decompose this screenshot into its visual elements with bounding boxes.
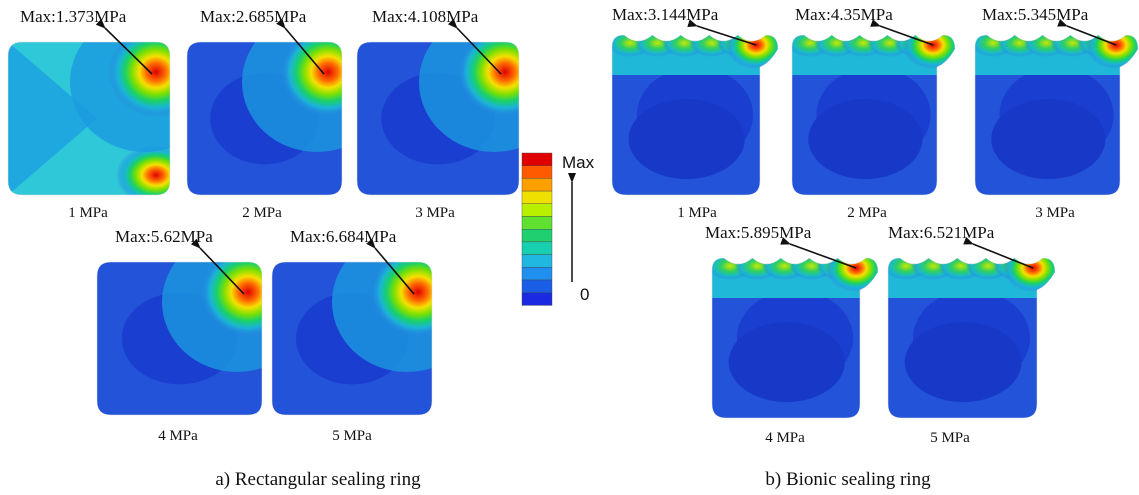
contour-plot [271, 261, 433, 416]
max-arrow [780, 237, 857, 269]
plot-outline [356, 41, 520, 196]
blue-zone [808, 99, 923, 179]
legend-zero: 0 [580, 285, 589, 304]
pressure-label: 3 MPa [415, 205, 455, 221]
colorbar-band [521, 228, 553, 243]
pressure-label: 4 MPa [765, 430, 805, 446]
max-arrow [190, 238, 245, 295]
hot-spot [108, 42, 170, 117]
max-arrow [870, 19, 934, 46]
colorbar-band [521, 216, 553, 230]
pressure-label: 2 MPa [242, 205, 282, 221]
blue-zone [904, 322, 1022, 402]
contour-fill [975, 35, 1138, 195]
hot-spot [457, 42, 519, 117]
max-arrow [276, 18, 325, 75]
max-label: Max:5.62MPa [115, 227, 213, 246]
plot-outline [186, 41, 343, 196]
contour-fill [272, 262, 432, 415]
contour-plot [711, 257, 879, 419]
colorbar-band [521, 241, 553, 255]
colorbar-band [521, 254, 553, 268]
pressure-label: 1 MPa [68, 205, 108, 221]
contour-fill [8, 42, 170, 195]
colorbar-band [521, 292, 553, 306]
blue-zone [991, 99, 1106, 179]
contour-plot [186, 41, 343, 196]
pressure-label: 5 MPa [930, 430, 970, 446]
max-label: Max:2.685MPa [200, 7, 307, 26]
legend-max: Max [562, 153, 595, 172]
plot-outline [7, 41, 171, 196]
colorbar-band [521, 152, 553, 166]
contour-plot [356, 41, 520, 196]
max-arrow [963, 236, 1034, 269]
max-label: Max:5.345MPa [982, 5, 1089, 24]
plot-outline [791, 34, 956, 196]
pressure-label: 4 MPa [158, 428, 198, 444]
max-label: Max:1.373MPa [20, 7, 127, 26]
plot-outline [974, 34, 1139, 196]
max-label: Max:6.684MPa [290, 227, 397, 246]
max-label: Max:6.521MPa [888, 223, 995, 242]
colorbar-band [521, 165, 553, 179]
max-label: Max:4.35MPa [795, 5, 893, 24]
contour-plot [887, 257, 1056, 419]
colorbar-band [521, 279, 553, 293]
blue-zone [728, 322, 845, 402]
hot-spot [116, 145, 170, 195]
contour-plot [611, 34, 779, 196]
contour-plot [974, 34, 1139, 196]
colorbar-band [521, 190, 553, 205]
contour-fill [612, 35, 778, 195]
plot-outline [711, 257, 879, 419]
contour-plot [96, 261, 263, 416]
plot-outline [611, 34, 779, 196]
pressure-label: 3 MPa [1035, 205, 1075, 221]
max-label: Max:4.108MPa [372, 7, 479, 26]
pressure-label: 5 MPa [332, 428, 372, 444]
max-arrow [366, 238, 415, 295]
contour-plot [791, 34, 956, 196]
contour-fill [187, 42, 342, 195]
caption: a) Rectangular sealing ring [215, 469, 421, 490]
max-arrow [447, 18, 502, 75]
hot-spot [200, 262, 262, 337]
color-legend: Max 0 [521, 152, 595, 306]
plot-outline [271, 261, 433, 416]
contour-plot [7, 41, 171, 196]
contour-fill [357, 42, 519, 195]
contour-fill [792, 35, 955, 195]
blue-zone [628, 99, 745, 179]
blue-band [8, 42, 98, 195]
contour-fill [712, 258, 878, 418]
max-label: Max:5.895MPa [705, 223, 812, 242]
contour-fill [97, 262, 262, 415]
hot-spot [370, 262, 432, 337]
contour-fill [888, 258, 1055, 418]
colorbar-band [521, 178, 553, 192]
colorbar-band [521, 203, 553, 217]
max-arrow [687, 19, 757, 46]
plot-outline [887, 257, 1056, 419]
pressure-label: 2 MPa [847, 205, 887, 221]
plot-outline [96, 261, 263, 416]
max-label: Max:3.144MPa [612, 5, 719, 24]
colorbar-band [521, 267, 553, 281]
caption: b) Bionic sealing ring [765, 469, 931, 490]
pressure-label: 1 MPa [677, 205, 717, 221]
max-arrow [95, 18, 153, 75]
max-arrow [1057, 19, 1117, 46]
